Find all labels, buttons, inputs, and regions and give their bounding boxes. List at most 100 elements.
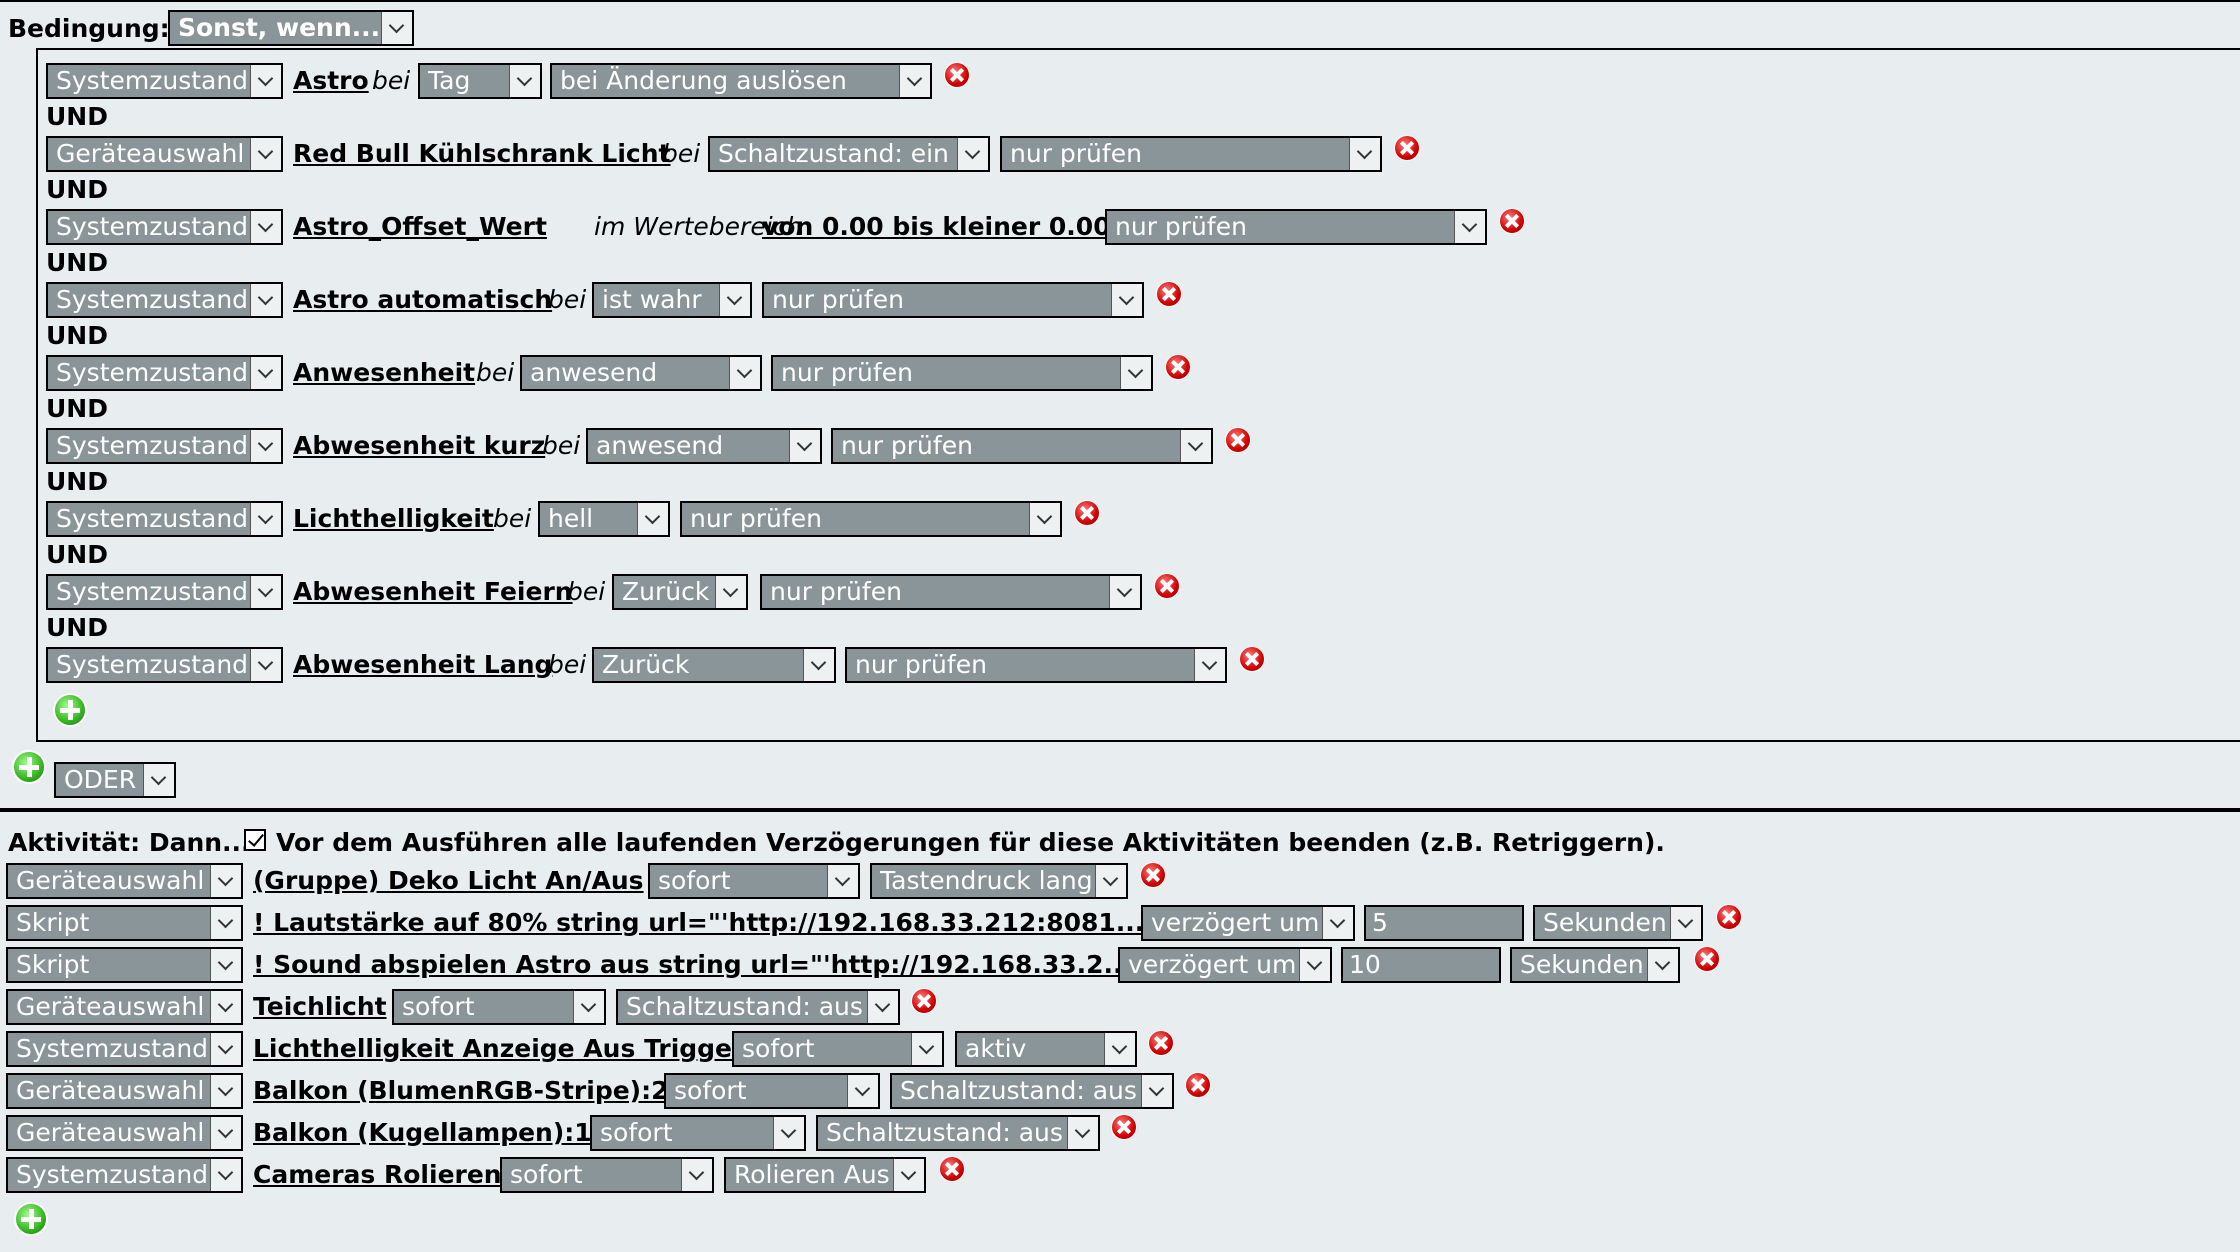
add-or-group-icon[interactable] [12,750,46,784]
select-value: Tag [428,66,471,95]
chevron-down-icon [381,12,412,44]
activity-timing-select[interactable]: sofort [664,1073,880,1109]
condition-type-select[interactable]: Systemzustand [46,501,283,537]
condition-type-select[interactable]: Systemzustand [46,574,283,610]
delete-icon[interactable] [912,989,936,1013]
condition-device-link[interactable]: Astro [293,66,369,95]
activity-type-select[interactable]: Geräteauswahl [6,1073,243,1109]
delete-icon[interactable] [940,1157,964,1181]
condition-type-select[interactable]: Systemzustand [46,209,283,245]
delete-icon[interactable] [1141,863,1165,887]
condition-trigger-select[interactable]: nur prüfen [762,282,1144,318]
condition-device-link[interactable]: Anwesenheit [293,358,476,387]
condition-device-link[interactable]: Astro automatisch [293,285,553,314]
condition-value-select[interactable]: ist wahr [592,282,752,318]
delay-input[interactable]: 5 [1364,905,1524,941]
activity-action-select[interactable]: Schaltzustand: aus [890,1073,1174,1109]
condition-type-select[interactable]: Systemzustand [46,428,283,464]
delay-unit-select[interactable]: Sekunden [1533,905,1703,941]
condition-value-select[interactable]: anwesend [586,428,822,464]
delete-icon[interactable] [1226,428,1250,452]
delete-icon[interactable] [945,63,969,87]
activity-type-select[interactable]: Systemzustand [6,1031,243,1067]
condition-type-select[interactable]: Systemzustand [46,63,283,99]
condition-trigger-select[interactable]: nur prüfen [771,355,1153,391]
condition-value-select[interactable]: Schaltzustand: ein [708,136,990,172]
condition-type-select[interactable]: Systemzustand [46,647,283,683]
chevron-down-icon [1194,649,1225,681]
condition-device-link[interactable]: Abwesenheit Feiern [293,577,573,606]
condition-device-link[interactable]: Lichthelligkeit [293,504,494,533]
activity-type-select[interactable]: Geräteauswahl [6,1115,243,1151]
condition-trigger-select[interactable]: nur prüfen [1000,136,1382,172]
delete-icon[interactable] [1112,1115,1136,1139]
activity-type-select[interactable]: Skript [6,947,243,983]
activity-timing-select[interactable]: sofort [392,989,606,1025]
chevron-down-icon [250,430,281,462]
condition-value-select[interactable]: Zurück [612,574,748,610]
activity-device-link[interactable]: Balkon (BlumenRGB-Stripe):2 [253,1076,669,1105]
delete-icon[interactable] [1695,947,1719,971]
condition-type-select[interactable]: Systemzustand [46,355,283,391]
condition-type-select[interactable]: Systemzustand [46,282,283,318]
delete-icon[interactable] [1166,355,1190,379]
activity-timing-select[interactable]: sofort [590,1115,806,1151]
condition-device-link[interactable]: Astro_Offset_Wert [293,212,547,241]
activity-type-select[interactable]: Geräteauswahl [6,989,243,1025]
select-value: nur prüfen [841,431,973,460]
activity-action-select[interactable]: Schaltzustand: aus [816,1115,1100,1151]
delete-icon[interactable] [1155,574,1179,598]
delay-input[interactable]: 10 [1341,947,1501,983]
condition-value-select[interactable]: Tag [418,63,542,99]
delete-icon[interactable] [1186,1073,1210,1097]
activity-device-link[interactable]: Cameras Rolieren [253,1160,502,1189]
retrigger-checkbox[interactable] [244,829,266,851]
condition-trigger-select[interactable]: nur prüfen [831,428,1213,464]
condition-value-select[interactable]: anwesend [520,355,762,391]
condition-trigger-select[interactable]: nur prüfen [680,501,1062,537]
activity-action-select[interactable]: aktiv [955,1031,1137,1067]
activity-device-link[interactable]: Teichlicht [253,992,387,1021]
condition-device-link[interactable]: Abwesenheit Lang [293,650,553,679]
or-select[interactable]: ODER [54,762,176,798]
condition-trigger-select[interactable]: nur prüfen [845,647,1227,683]
delete-icon[interactable] [1240,647,1264,671]
delete-icon[interactable] [1075,501,1099,525]
condition-trigger-select[interactable]: nur prüfen [1105,209,1487,245]
condition-trigger-select[interactable]: nur prüfen [760,574,1142,610]
condition-type-select[interactable]: Geräteauswahl [46,136,283,172]
delete-icon[interactable] [1395,136,1419,160]
add-activity-icon[interactable] [14,1202,48,1236]
delete-icon[interactable] [1717,905,1741,929]
select-value: verzögert um [1128,950,1297,979]
activity-action-select[interactable]: Schaltzustand: aus [616,989,900,1025]
delete-icon[interactable] [1149,1031,1173,1055]
activity-timing-select[interactable]: verzögert um [1118,947,1332,983]
delete-icon[interactable] [1157,282,1181,306]
activity-script-link[interactable]: ! Lautstärke auf 80% string url="'http:/… [253,908,1145,937]
activity-device-link[interactable]: (Gruppe) Deko Licht An/Aus [253,866,644,895]
activity-device-link[interactable]: Lichthelligkeit Anzeige Aus Trigger [253,1034,745,1063]
add-condition-icon[interactable] [53,693,87,727]
activity-timing-select[interactable]: sofort [732,1031,944,1067]
delay-unit-select[interactable]: Sekunden [1510,947,1680,983]
activity-type-select[interactable]: Skript [6,905,243,941]
condition-value-select[interactable]: Zurück [592,647,836,683]
activity-action-select[interactable]: Tastendruck lang [870,863,1128,899]
chevron-down-icon [250,211,281,243]
activity-type-select[interactable]: Systemzustand [6,1157,243,1193]
activity-script-link[interactable]: ! Sound abspielen Astro aus string url="… [253,950,1133,979]
condition-value-select[interactable]: hell [538,501,670,537]
condition-range-link[interactable]: von 0.00 bis kleiner 0.00 [762,212,1111,241]
condition-device-link[interactable]: Red Bull Kühlschrank Licht [293,139,671,168]
condition-trigger-select[interactable]: bei Änderung auslösen [550,63,932,99]
activity-action-select[interactable]: Rolieren Aus [724,1157,926,1193]
activity-type-select[interactable]: Geräteauswahl [6,863,243,899]
activity-timing-select[interactable]: sofort [648,863,860,899]
activity-device-link[interactable]: Balkon (Kugellampen):1 [253,1118,592,1147]
activity-timing-select[interactable]: verzögert um [1141,905,1355,941]
condition-mode-select[interactable]: Sonst, wenn... [168,10,414,46]
delete-icon[interactable] [1500,209,1524,233]
activity-timing-select[interactable]: sofort [500,1157,714,1193]
condition-device-link[interactable]: Abwesenheit kurz [293,431,546,460]
